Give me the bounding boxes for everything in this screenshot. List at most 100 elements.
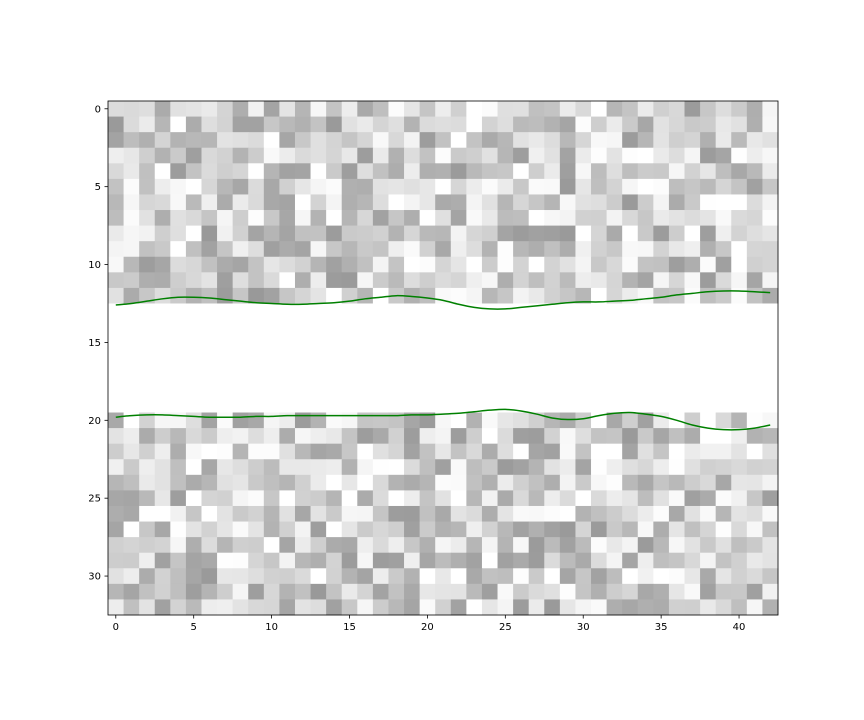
heatmap-cell	[341, 225, 358, 242]
heatmap-cell	[653, 459, 670, 476]
heatmap-cell	[497, 194, 514, 211]
heatmap-cell	[294, 210, 311, 227]
heatmap-cell	[544, 225, 561, 242]
heatmap-cell	[170, 147, 187, 164]
heatmap-cell	[544, 319, 561, 336]
heatmap-cell	[481, 443, 498, 460]
heatmap-cell	[513, 225, 530, 242]
heatmap-cell	[279, 194, 296, 211]
heatmap-cell	[154, 178, 171, 195]
heatmap-cell	[466, 365, 483, 382]
heatmap-cell	[746, 350, 763, 367]
heatmap-cell	[404, 256, 421, 273]
heatmap-cell	[762, 178, 779, 195]
heatmap-cell	[746, 365, 763, 382]
heatmap-cell	[248, 381, 265, 398]
heatmap-cell	[108, 599, 124, 616]
heatmap-cell	[606, 256, 623, 273]
heatmap-cell	[559, 490, 576, 507]
heatmap-cell	[622, 552, 639, 569]
heatmap-cell	[497, 272, 514, 289]
heatmap-cell	[559, 552, 576, 569]
heatmap-cell	[201, 147, 218, 164]
heatmap-cell	[217, 599, 234, 616]
heatmap-cell	[746, 147, 763, 164]
heatmap-cell	[170, 210, 187, 227]
heatmap-cell	[622, 319, 639, 336]
heatmap-cell	[435, 599, 452, 616]
heatmap-cell	[185, 505, 202, 522]
heatmap-cell	[435, 583, 452, 600]
heatmap-cell	[139, 552, 156, 569]
heatmap-cell	[201, 381, 218, 398]
heatmap-cell	[684, 287, 701, 304]
heatmap-cell	[762, 568, 779, 585]
heatmap-cell	[466, 116, 483, 133]
heatmap-cell	[139, 303, 156, 320]
heatmap-cell	[466, 552, 483, 569]
heatmap-cell	[341, 163, 358, 180]
heatmap-cell	[185, 116, 202, 133]
heatmap-cell	[481, 521, 498, 538]
heatmap-cell	[357, 334, 374, 351]
heatmap-cell	[201, 396, 218, 413]
heatmap-cell	[139, 147, 156, 164]
heatmap-cell	[404, 350, 421, 367]
heatmap-cell	[684, 474, 701, 491]
heatmap-cell	[544, 365, 561, 382]
heatmap-cell	[404, 583, 421, 600]
heatmap-cell	[622, 428, 639, 445]
heatmap-cell	[326, 381, 343, 398]
heatmap-cell	[108, 303, 124, 320]
heatmap-cell	[575, 287, 592, 304]
heatmap-cell	[154, 396, 171, 413]
heatmap-cell	[731, 552, 748, 569]
heatmap-cell	[108, 319, 124, 336]
heatmap-cell	[637, 147, 654, 164]
heatmap-cell	[575, 552, 592, 569]
heatmap-cell	[279, 225, 296, 242]
heatmap-cell	[497, 256, 514, 273]
heatmap-cell	[466, 178, 483, 195]
heatmap-cell	[481, 552, 498, 569]
heatmap-cell	[123, 147, 140, 164]
heatmap-cell	[606, 381, 623, 398]
heatmap-cell	[731, 225, 748, 242]
heatmap-cell	[248, 256, 265, 273]
heatmap-cell	[466, 132, 483, 149]
heatmap-cell	[700, 365, 717, 382]
heatmap-cell	[279, 365, 296, 382]
heatmap-cell	[559, 272, 576, 289]
heatmap-cell	[341, 350, 358, 367]
heatmap-cell	[591, 443, 608, 460]
heatmap-cell	[497, 350, 514, 367]
heatmap-cell	[123, 365, 140, 382]
heatmap-cell	[326, 101, 343, 117]
heatmap-cell	[700, 132, 717, 149]
heatmap-cell	[606, 490, 623, 507]
heatmap-cell	[637, 116, 654, 133]
heatmap-cell	[435, 256, 452, 273]
heatmap-cell	[139, 505, 156, 522]
heatmap-cell	[201, 412, 218, 429]
heatmap-cell	[746, 272, 763, 289]
heatmap-cell	[279, 521, 296, 538]
heatmap-cell	[528, 178, 545, 195]
heatmap-cell	[217, 474, 234, 491]
heatmap-cell	[170, 552, 187, 569]
heatmap-cell	[513, 537, 530, 554]
heatmap-cell	[466, 241, 483, 258]
heatmap-cell	[481, 505, 498, 522]
heatmap-cell	[497, 443, 514, 460]
heatmap-cell	[139, 132, 156, 149]
heatmap-cell	[715, 101, 732, 117]
heatmap-cell	[341, 521, 358, 538]
heatmap-cell	[357, 319, 374, 336]
heatmap-cell	[700, 443, 717, 460]
heatmap-cell	[450, 241, 467, 258]
heatmap-cell	[419, 147, 436, 164]
heatmap-cell	[232, 490, 249, 507]
heatmap-cell	[684, 568, 701, 585]
heatmap-cell	[481, 225, 498, 242]
heatmap-cell	[341, 583, 358, 600]
